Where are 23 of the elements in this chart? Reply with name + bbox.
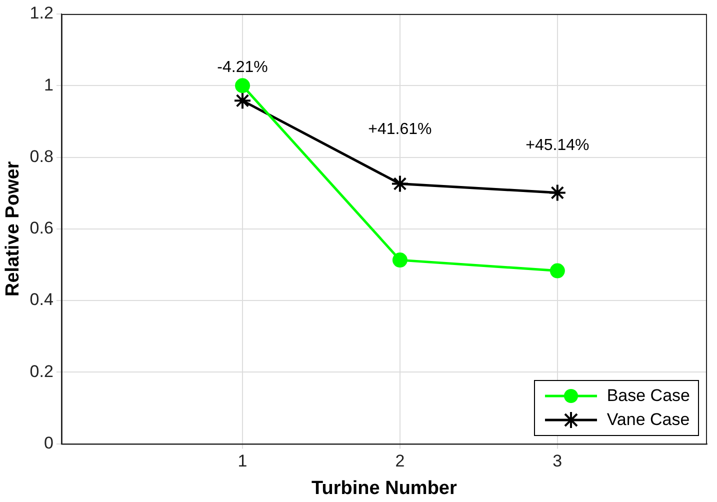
point xyxy=(548,184,566,202)
x-tick-label: 2 xyxy=(395,452,405,471)
x-tick-label: 3 xyxy=(552,452,562,471)
y-tick-label: 1.2 xyxy=(30,4,54,23)
y-axis-title: Relative Power xyxy=(2,160,24,296)
point xyxy=(550,263,565,278)
annotation: +45.14% xyxy=(526,137,590,154)
legend-label: Vane Case xyxy=(606,410,690,430)
annotation: +41.61% xyxy=(368,121,432,138)
y-tick-label: 0.2 xyxy=(30,362,54,381)
point xyxy=(235,78,250,94)
y-tick-label: 0.4 xyxy=(30,290,54,310)
annotation: -4.21% xyxy=(217,59,268,76)
x-tick-label: 1 xyxy=(238,452,248,471)
y-tick-label: 0.8 xyxy=(30,146,54,166)
legend-label: Base Case xyxy=(606,386,690,406)
y-tick-label: 0.6 xyxy=(30,218,54,238)
point xyxy=(390,174,409,193)
y-tick-label: 1 xyxy=(44,75,54,94)
y-tick-label: 0 xyxy=(44,433,54,452)
x-axis-title: Turbine Number xyxy=(312,478,458,499)
point xyxy=(234,92,252,110)
point xyxy=(392,252,408,268)
